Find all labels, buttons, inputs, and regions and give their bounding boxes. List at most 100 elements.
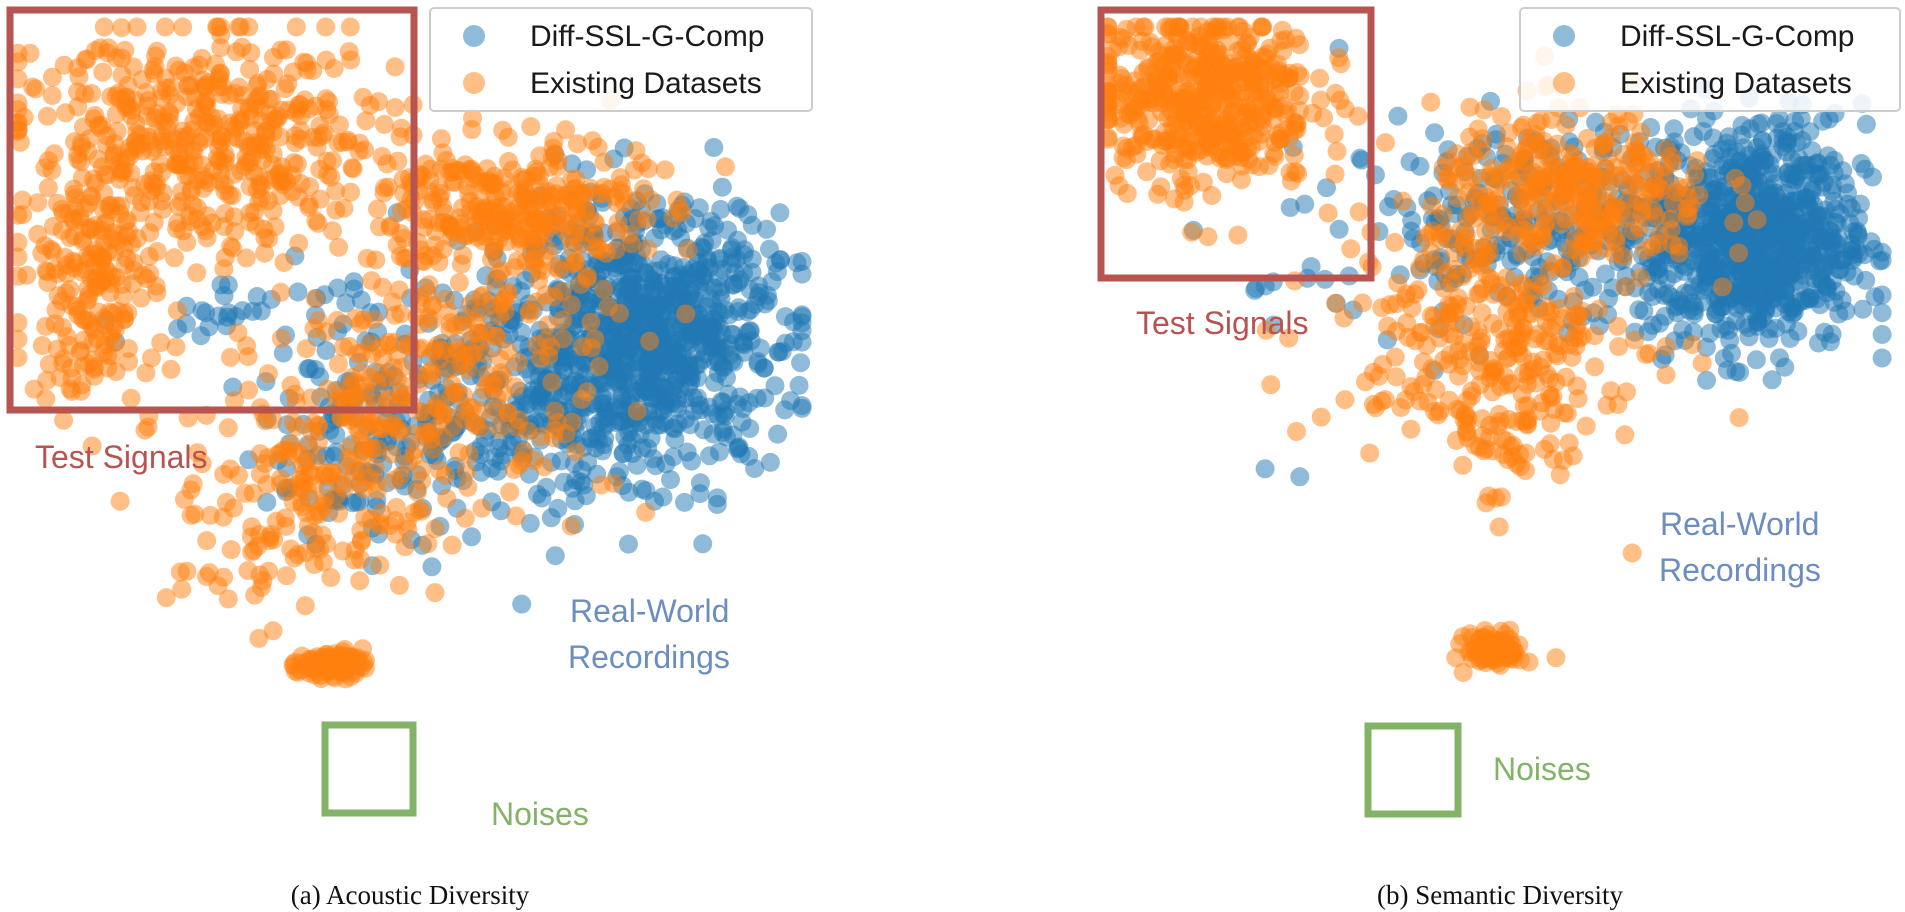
existing-dataset-point [1453,455,1473,475]
existing-dataset-point [1105,165,1125,185]
existing-dataset-point [1314,108,1334,128]
existing-dataset-point [409,500,429,520]
existing-dataset-point [1182,222,1202,242]
diff-ssl-point [1752,131,1772,151]
existing-dataset-point [591,475,611,495]
existing-dataset-point [1656,337,1676,356]
existing-dataset-point [373,348,393,368]
diff-ssl-point [666,371,686,391]
existing-dataset-point [1334,308,1354,328]
existing-dataset-point [263,48,283,67]
diff-ssl-point [1717,360,1737,380]
existing-dataset-point [175,138,195,158]
diff-ssl-point [545,546,565,566]
existing-dataset-point [177,561,197,581]
existing-dataset-point [1310,68,1330,88]
existing-dataset-point [383,292,402,312]
existing-dataset-point [1213,57,1233,77]
existing-dataset-point [1137,162,1157,182]
existing-dataset-point [1422,359,1442,379]
existing-dataset-point [1139,92,1159,112]
existing-dataset-point [442,535,462,555]
existing-dataset-point [124,253,144,273]
existing-dataset-point [575,199,595,219]
existing-dataset-point [1483,314,1503,333]
existing-dataset-point [289,233,309,253]
existing-dataset-point [463,108,482,128]
existing-dataset-point [326,200,346,220]
existing-dataset-point [506,506,526,526]
diff-ssl-point [1864,239,1884,259]
existing-dataset-point [472,401,492,421]
existing-dataset-point [521,117,541,137]
diff-ssl-point [678,324,698,344]
existing-dataset-point [319,105,339,125]
diff-ssl-point [1819,109,1839,129]
existing-dataset-point [48,286,68,306]
existing-dataset-point [1473,278,1492,298]
existing-dataset-point [1662,235,1682,255]
existing-dataset-point [678,240,698,260]
existing-dataset-point [1576,211,1596,231]
diff-ssl-point [646,456,666,476]
existing-dataset-point [341,182,361,202]
existing-dataset-point [431,129,451,149]
diff-ssl-point [1675,283,1695,303]
existing-dataset-point [507,224,527,244]
existing-dataset-point [1468,119,1488,139]
existing-dataset-point [36,316,56,336]
existing-dataset-point [374,114,394,134]
existing-dataset-point [1375,133,1395,153]
diff-ssl-point [217,307,237,327]
diff-ssl-point [326,425,346,445]
existing-dataset-point [248,73,268,93]
existing-dataset-point [184,151,204,171]
existing-dataset-point [589,357,609,376]
existing-dataset-point [240,60,260,79]
existing-dataset-point [112,18,132,38]
diff-ssl-point [693,534,713,554]
diff-ssl-point [1711,319,1731,339]
diff-ssl-point [730,270,750,290]
existing-dataset-point [1155,84,1175,104]
diff-ssl-point [679,352,698,372]
diff-ssl-point [1255,459,1275,479]
diff-ssl-point [775,307,795,327]
existing-dataset-point [1287,422,1306,441]
existing-dataset-point [339,42,359,62]
existing-dataset-point [1183,33,1203,53]
existing-dataset-point [226,42,246,62]
diff-ssl-point [594,435,614,455]
existing-dataset-point [94,17,114,37]
existing-dataset-point [85,216,105,236]
diff-ssl-point [1388,106,1408,126]
existing-dataset-point [527,335,547,355]
existing-dataset-point [626,141,646,161]
existing-dataset-point [1692,353,1712,373]
existing-dataset-point [561,295,581,315]
diff-ssl-point [792,321,812,341]
existing-dataset-point [212,84,232,104]
existing-dataset-point [1181,85,1201,105]
existing-dataset-point [56,103,76,123]
existing-dataset-point [287,154,307,174]
existing-dataset-point [12,190,32,210]
existing-dataset-point [606,240,626,260]
diff-ssl-point [1684,127,1704,147]
diff-ssl-point [665,419,684,439]
existing-dataset-point [1439,150,1459,170]
existing-dataset-point [224,207,244,227]
existing-dataset-point [301,388,321,408]
diff-ssl-point [650,402,670,422]
diff-ssl-point [747,388,767,408]
existing-dataset-point [412,251,432,271]
existing-dataset-point [374,183,394,203]
existing-dataset-point [1489,517,1509,537]
existing-dataset-point [1513,199,1532,219]
diff-ssl-point [619,482,639,502]
existing-dataset-point [571,274,591,294]
existing-dataset-point [676,304,696,324]
existing-dataset-point [1268,60,1288,80]
diff-ssl-point [643,362,663,382]
caption-a: (a) Acoustic Diversity [291,880,530,910]
